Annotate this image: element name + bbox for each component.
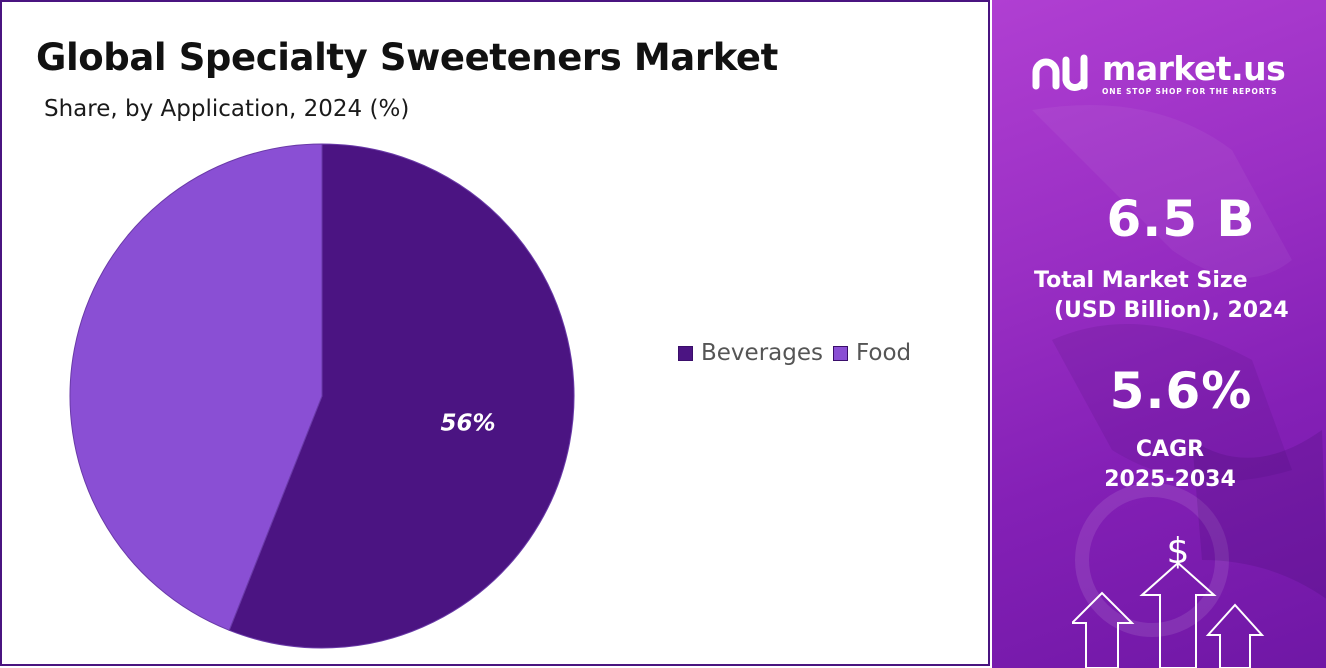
legend-label-beverages: Beverages [701, 340, 823, 366]
legend-item-beverages: Beverages [678, 340, 823, 366]
market-size-label-line2: (USD Billion), 2024 [1054, 298, 1289, 323]
chart-legend: Beverages Food [678, 340, 921, 366]
market-us-logo-icon [1032, 54, 1088, 91]
pie-slice-food [69, 143, 323, 631]
legend-label-food: Food [855, 340, 912, 366]
pie-slice-beverages [228, 143, 575, 649]
cagr-label-line1: CAGR [1135, 437, 1205, 462]
brand-name: market.us [1102, 49, 1286, 88]
legend-item-food: Food [832, 340, 912, 366]
dollar-icon: $ [1167, 531, 1190, 572]
chart-title: Global Specialty Sweeteners Market [36, 36, 778, 79]
cagr-label-line2: 2025-2034 [1104, 467, 1236, 492]
up-arrow-icon [1205, 603, 1265, 668]
data-label-beverages: 56% [441, 410, 496, 436]
cagr-value: 5.6% [1109, 362, 1253, 420]
stats-sidebar: market.us ONE STOP SHOP FOR THE REPORTS … [990, 0, 1326, 668]
pie-chart: 56% [69, 143, 575, 649]
growth-arrows-graphic: $ [1072, 531, 1265, 668]
chart-subtitle: Share, by Application, 2024 (%) [44, 96, 410, 122]
up-arrow-icon [1139, 561, 1217, 668]
chart-panel: Global Specialty Sweeteners Market Share… [0, 0, 990, 666]
legend-swatch-food [832, 345, 848, 361]
market-size-value: 6.5 B [1106, 190, 1256, 248]
legend-swatch-beverages [678, 345, 693, 361]
market-size-label-line1: Total Market Size [1034, 268, 1248, 293]
brand-tagline: ONE STOP SHOP FOR THE REPORTS [1102, 87, 1278, 96]
background-decoration [1032, 105, 1326, 637]
brand-logo: market.us ONE STOP SHOP FOR THE REPORTS [1032, 49, 1286, 96]
up-arrow-icon [1072, 591, 1135, 668]
